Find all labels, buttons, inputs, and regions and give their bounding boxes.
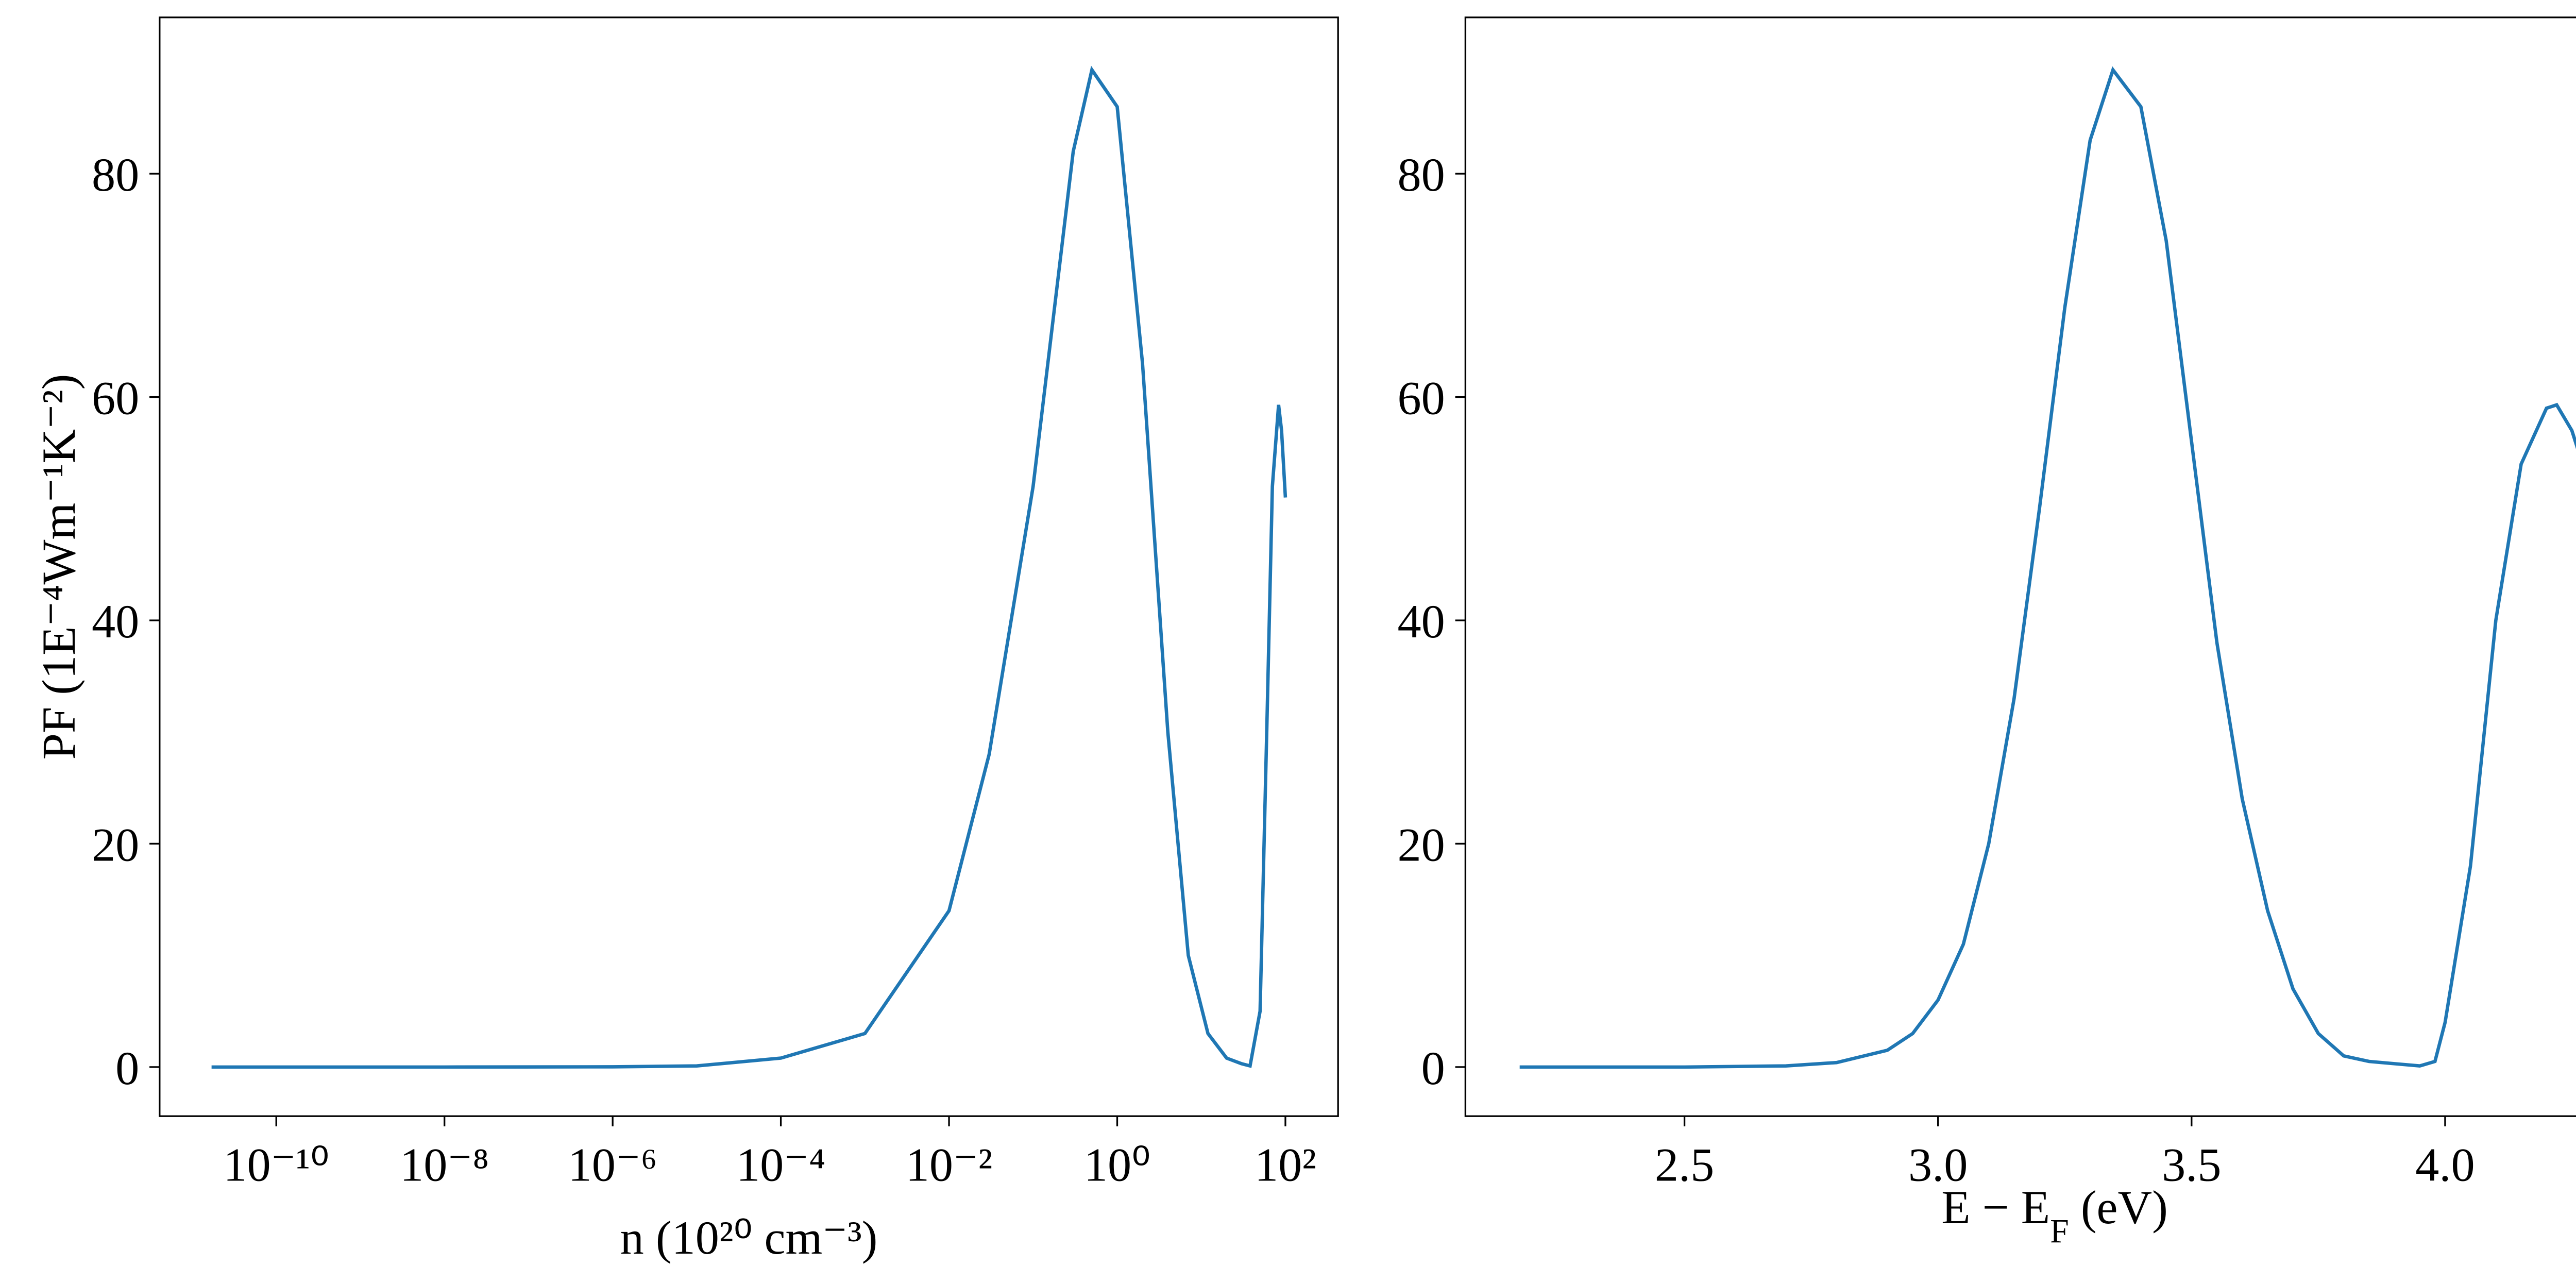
data-line [1519,66,2576,1069]
x-tick-label: 3.0 [1908,1138,1968,1191]
x-tick-label: 10⁻⁴ [736,1138,825,1191]
x-tick-label: 10⁻⁶ [568,1138,657,1191]
y-tick-label: 20 [1398,818,1445,871]
x-tick-label: 4.0 [2415,1138,2475,1191]
y-tick-label: 40 [92,595,139,648]
y-tick-label: 80 [92,148,139,201]
y-tick-label: 40 [1398,595,1445,648]
data-line [211,65,1287,1069]
x-tick-label: 3.5 [2162,1138,2221,1191]
y-tick-label: 0 [115,1042,139,1094]
plot-frame [159,16,1339,1117]
x-axis-label: n (10²⁰ cm⁻³) [620,1211,878,1264]
plot-frame [1464,16,2576,1117]
x-axis-label: E − EF (eV) [1941,1181,2168,1250]
y-tick-label: 60 [92,372,139,425]
x-axis-label-part: (eV) [2069,1181,2168,1234]
x-tick-label: 10⁰ [1084,1138,1150,1191]
x-axis-label-part: E − E [1941,1181,2050,1234]
y-tick-label: 0 [1421,1042,1445,1094]
x-tick-label: 10² [1255,1138,1316,1191]
y-tick-label: 80 [1398,148,1445,201]
x-tick-label: 10⁻⁸ [400,1138,489,1191]
x-axis-label-part: F [2050,1212,2069,1250]
x-tick-label: 10⁻¹⁰ [223,1138,329,1191]
x-tick-label: 2.5 [1655,1138,1714,1191]
x-tick-label: 10⁻² [906,1138,993,1191]
y-tick-label: 20 [92,818,139,871]
y-axis-label: PF (1E⁻⁴Wm⁻¹K⁻²) [32,374,85,760]
y-tick-label: 60 [1398,372,1445,425]
